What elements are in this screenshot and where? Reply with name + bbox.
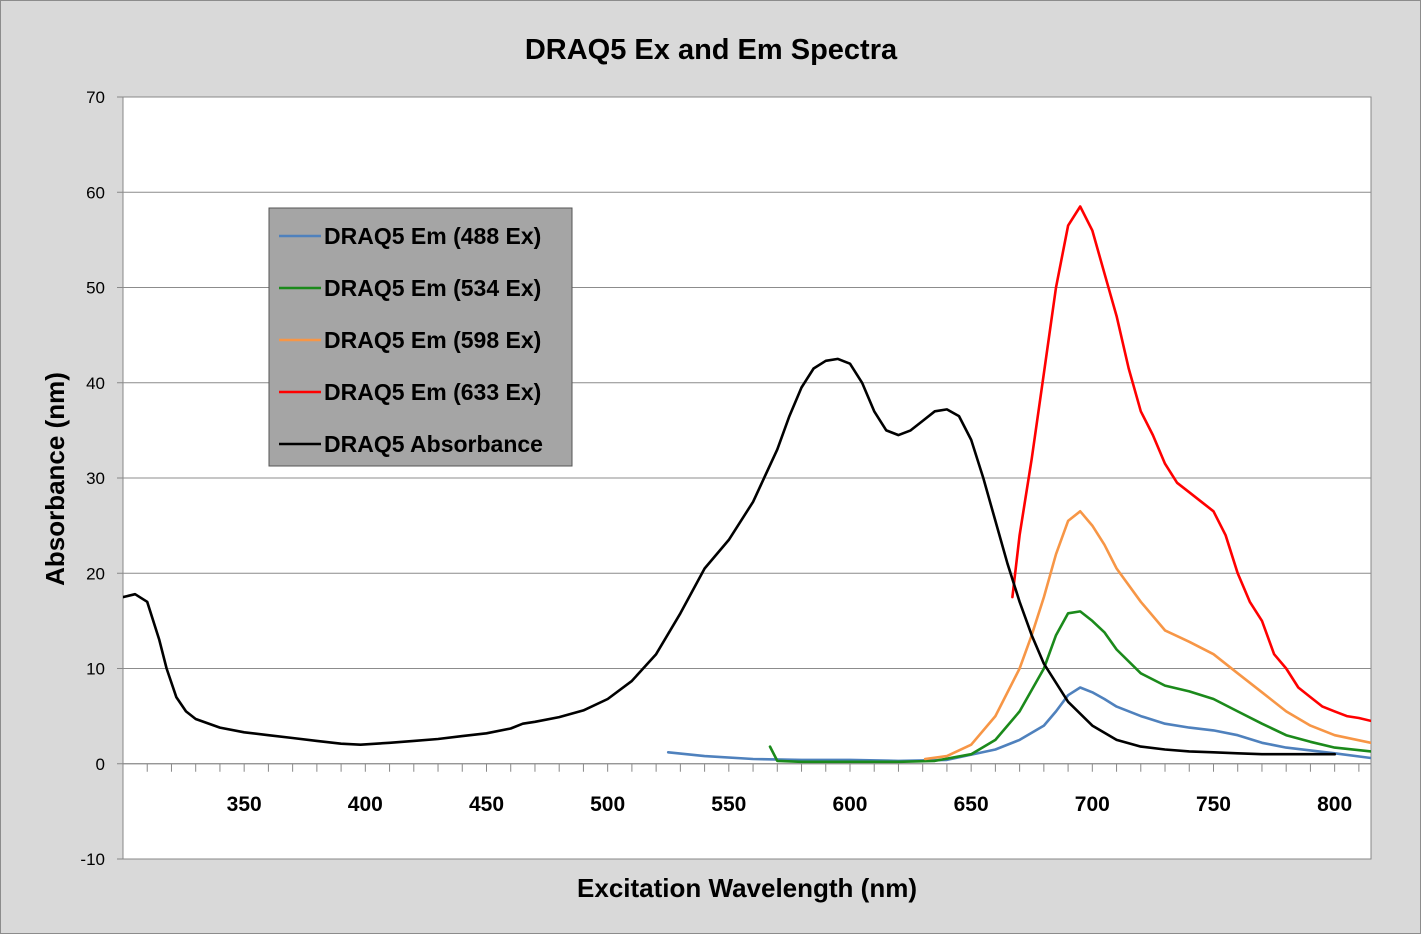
x-tick-label: 700 <box>1075 793 1110 816</box>
legend-label: DRAQ5 Em (488 Ex) <box>324 223 541 249</box>
y-tick-label: 70 <box>86 88 105 107</box>
y-tick-label: 20 <box>86 564 105 583</box>
x-tick-label: 600 <box>832 793 867 816</box>
x-tick-label: 450 <box>469 793 504 816</box>
y-tick-label: 30 <box>86 469 105 488</box>
y-axis-label: Absorbance (nm) <box>40 372 70 586</box>
x-tick-label: 400 <box>348 793 383 816</box>
x-tick-label: 750 <box>1196 793 1231 816</box>
x-axis-label: Excitation Wavelength (nm) <box>577 873 917 903</box>
axes: -10 0 10 20 30 40 50 60 70 350 400 450 500 550 600 650 7… <box>80 88 1371 869</box>
series-line-3 <box>923 509 1371 761</box>
legend-label: DRAQ5 Em (598 Ex) <box>324 327 541 353</box>
x-tick-label: 550 <box>711 793 746 816</box>
y-tick-label: 60 <box>86 183 105 202</box>
series-line-5 <box>123 357 1336 756</box>
y-tick-label: 0 <box>96 755 105 774</box>
chart-title: DRAQ5 Ex and Em Spectra <box>525 34 898 66</box>
y-tick-label: -10 <box>80 850 105 869</box>
legend-label: DRAQ5 Em (633 Ex) <box>324 379 541 405</box>
y-tick-label: 10 <box>86 660 105 679</box>
series-line-1 <box>666 686 1371 763</box>
x-tick-label: 650 <box>954 793 989 816</box>
legend-box <box>268 207 573 467</box>
legend-label: DRAQ5 Em (534 Ex) <box>324 275 541 301</box>
y-tick-label: 50 <box>86 279 105 298</box>
x-tick-label: 800 <box>1317 793 1352 816</box>
series-line-2 <box>768 610 1371 764</box>
series-line-4 <box>1011 205 1371 723</box>
legend-label: DRAQ5 Absorbance <box>324 431 543 457</box>
x-tick-label: 350 <box>227 793 262 816</box>
x-tick-label: 500 <box>590 793 625 816</box>
series-lines <box>123 205 1371 764</box>
y-tick-label: 40 <box>86 374 105 393</box>
legend: DRAQ5 Em (488 Ex) DRAQ5 Em (534 Ex) DRAQ5 … <box>268 207 573 467</box>
